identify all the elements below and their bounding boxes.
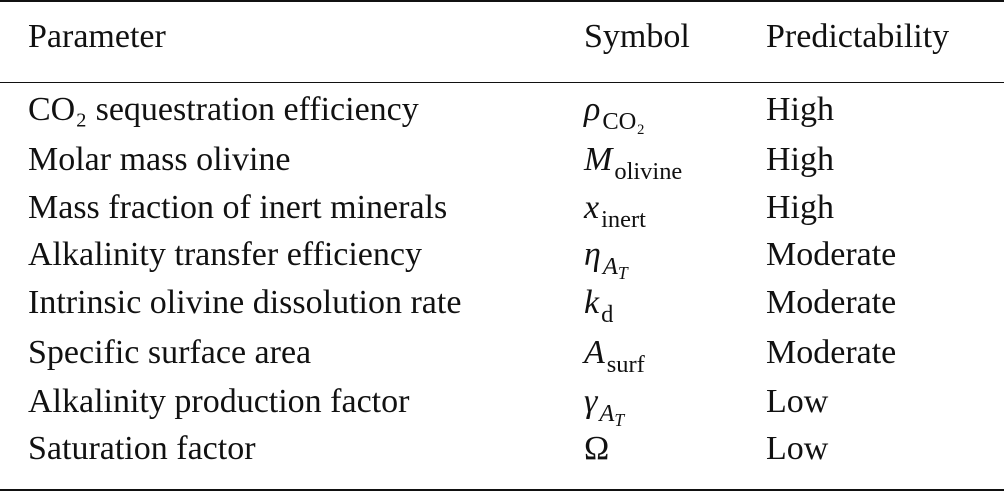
symbol-cell: Molivine [584, 138, 682, 185]
table-row: Saturation factor Ω Low [0, 427, 1004, 477]
symbol-subscript: olivine [614, 157, 683, 185]
symbol-base: A [584, 334, 605, 371]
parameter-cell: Intrinsic olivine dissolution rate [28, 284, 462, 321]
symbol-subscript: surf [606, 350, 645, 378]
parameter-cell: Saturation factor [28, 430, 256, 467]
symbol-base: γ [584, 383, 598, 420]
symbol-subscript: d [601, 300, 614, 328]
symbol-base: x [584, 189, 600, 226]
top-rule [0, 0, 1004, 2]
table-row: Mass fraction of inert minerals xinert H… [0, 186, 1004, 236]
symbol-subscript: AT [602, 252, 628, 283]
symbol-subscript-letter: A [599, 399, 615, 427]
table-row: Intrinsic olivine dissolution rate kd Mo… [0, 281, 1004, 331]
symbol-base: M [584, 141, 613, 178]
table-row: Specific surface area Asurf Moderate [0, 331, 1004, 381]
predictability-cell: Low [766, 383, 829, 420]
header-symbol: Symbol [584, 18, 690, 55]
header-rule [0, 82, 1004, 83]
predictability-cell: Moderate [766, 284, 897, 321]
symbol-subscript: CO₂ [602, 107, 645, 135]
symbol-base: ρ [584, 91, 601, 128]
symbol-subscript-letter: A [602, 252, 618, 280]
predictability-cell: Moderate [766, 236, 897, 273]
parameter-cell: Alkalinity transfer efficiency [28, 236, 422, 273]
parameter-cell: Mass fraction of inert minerals [28, 189, 448, 226]
symbol-subsubscript: T [614, 409, 625, 430]
symbol-cell: ρCO₂ [584, 88, 645, 135]
symbol-base: k [584, 284, 600, 321]
header-predictability: Predictability [766, 18, 950, 55]
header-parameter: Parameter [28, 18, 166, 55]
predictability-cell: Moderate [766, 334, 897, 371]
parameter-cell: Alkalinity production factor [28, 383, 410, 420]
table-row: Alkalinity transfer efficiency ηAT Moder… [0, 233, 1004, 283]
symbol-cell: Ω [584, 427, 609, 471]
symbol-cell: kd [584, 281, 613, 328]
table-row: Alkalinity production factor γAT Low [0, 380, 1004, 430]
table-row: Molar mass olivine Molivine High [0, 138, 1004, 188]
parameter-cell: Specific surface area [28, 334, 312, 371]
predictability-cell: High [766, 91, 834, 128]
symbol-cell: Asurf [584, 331, 645, 378]
symbol-cell: ηAT [584, 233, 628, 283]
bottom-rule [0, 489, 1004, 491]
symbol-base: η [584, 236, 601, 273]
symbol-subscript: inert [601, 205, 646, 233]
predictability-cell: High [766, 141, 834, 178]
predictability-cell: High [766, 189, 834, 226]
symbol-subscript: AT [599, 399, 625, 430]
parameter-cell: Molar mass olivine [28, 141, 291, 178]
symbol-cell: γAT [584, 380, 625, 430]
table-row: CO₂ sequestration efficiency ρCO₂ High [0, 88, 1004, 138]
symbol-cell: xinert [584, 186, 646, 233]
symbol-base: Ω [584, 430, 610, 467]
predictability-cell: Low [766, 430, 829, 467]
parameter-cell: CO₂ sequestration efficiency [28, 91, 419, 128]
symbol-subsubscript: T [617, 262, 628, 283]
